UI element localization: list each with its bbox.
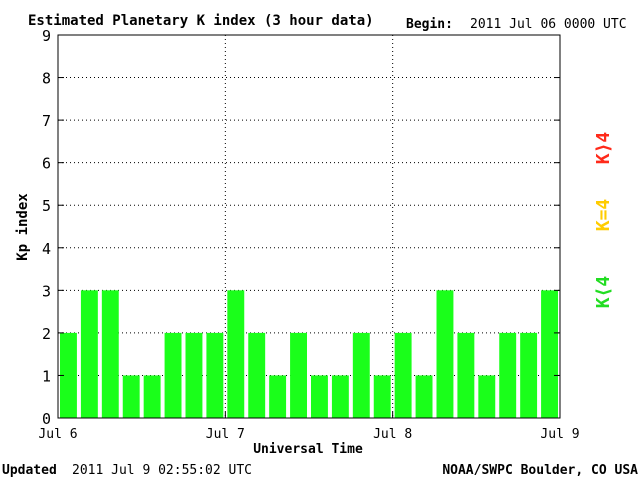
bar xyxy=(206,332,224,418)
grid-lines xyxy=(58,35,560,418)
bar xyxy=(311,375,328,418)
begin-value: 2011 Jul 06 0000 UTC xyxy=(470,17,627,32)
plot-frame xyxy=(57,34,561,419)
x-axis: Jul 6 Jul 7 Jul 8 Jul 9 xyxy=(38,412,580,442)
updated-value: 2011 Jul 9 02:55:02 UTC xyxy=(72,463,252,478)
x-tick-label: Jul 7 xyxy=(206,427,245,442)
x-tick-label: Jul 8 xyxy=(373,427,412,442)
legend-k-greater: K⟩4 xyxy=(593,132,614,165)
y-axis: 0 1 2 3 4 5 6 7 8 9 xyxy=(42,27,560,428)
y-tick-label: 7 xyxy=(42,112,51,130)
y-tick-label: 3 xyxy=(42,282,51,300)
legend-k-less: K⟨4 xyxy=(593,276,614,309)
bar xyxy=(290,332,307,418)
bar xyxy=(164,332,182,418)
bar-series xyxy=(60,290,558,418)
y-tick-label: 6 xyxy=(42,155,51,173)
bar xyxy=(269,375,287,418)
bar xyxy=(101,290,119,418)
bar xyxy=(227,290,245,418)
bar xyxy=(80,290,98,418)
bar xyxy=(478,375,496,418)
y-tick-label: 1 xyxy=(42,367,51,385)
bar xyxy=(185,332,203,418)
legend-k-equal: K=4 xyxy=(593,199,614,232)
bar xyxy=(373,375,391,418)
updated-label: Updated xyxy=(2,463,57,478)
bar xyxy=(143,375,161,418)
bar xyxy=(331,375,349,418)
y-tick-label: 4 xyxy=(42,240,51,258)
bar xyxy=(415,375,433,418)
source-credit: NOAA/SWPC Boulder, CO USA xyxy=(442,463,638,478)
y-tick-label: 5 xyxy=(42,197,51,215)
bar xyxy=(122,375,140,418)
begin-label: Begin: xyxy=(406,17,453,32)
x-tick-label: Jul 9 xyxy=(540,427,579,442)
y-tick-label: 0 xyxy=(42,410,51,428)
bar xyxy=(520,332,538,418)
bar xyxy=(499,332,517,418)
bar xyxy=(541,290,558,418)
bar xyxy=(457,332,475,418)
bar xyxy=(436,290,454,418)
y-axis-label: Kp index xyxy=(15,193,31,261)
x-tick-label: Jul 6 xyxy=(38,427,77,442)
bar xyxy=(60,332,77,418)
chart-title: Estimated Planetary K index (3 hour data… xyxy=(28,13,374,29)
bar xyxy=(394,332,412,418)
bar xyxy=(248,332,266,418)
bar xyxy=(352,332,370,418)
y-tick-label: 8 xyxy=(42,70,51,88)
y-tick-label: 9 xyxy=(42,27,51,45)
x-axis-label: Universal Time xyxy=(253,442,363,457)
y-tick-label: 2 xyxy=(42,325,51,343)
